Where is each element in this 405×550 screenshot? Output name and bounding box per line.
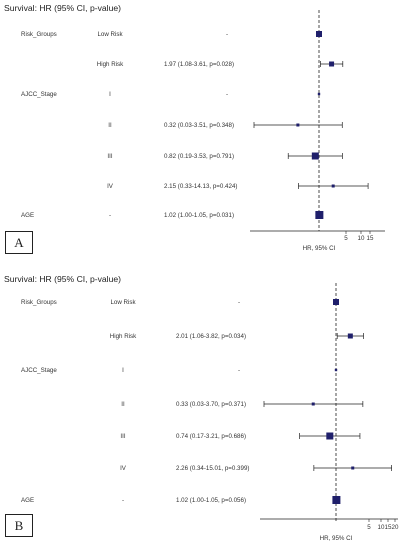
- estimate-label: -: [226, 91, 228, 98]
- hr-marker: [316, 31, 322, 37]
- variable-label: AJCC_Stage: [21, 367, 57, 374]
- chart-title: Survival: HR (95% CI, p-value): [4, 3, 122, 13]
- estimate-label: -: [238, 299, 240, 306]
- forest-plot-svg: 5 10 15 20 HR, 95% CI Risk_Groups Low Risk - Hig…: [21, 283, 399, 542]
- estimate-label: 2.26 (0.34-15.01, p=0.399): [176, 465, 249, 472]
- hr-marker: [332, 496, 341, 504]
- level-label: II: [108, 122, 112, 129]
- hr-marker: [317, 92, 321, 96]
- level-label: II: [121, 401, 125, 408]
- panel-label: B: [5, 514, 33, 537]
- estimate-label: -: [226, 31, 228, 38]
- hr-marker: [311, 402, 315, 406]
- estimate-label: 0.33 (0.03-3.70, p=0.371): [176, 401, 246, 408]
- variable-label: Risk_Groups: [21, 299, 57, 306]
- level-label: High Risk: [110, 333, 137, 340]
- estimate-label: 0.74 (0.17-3.21, p=0.686): [176, 433, 246, 440]
- hr-marker: [329, 61, 335, 67]
- variable-label: AGE: [21, 497, 34, 504]
- estimate-label: 2.15 (0.33-14.13, p=0.424): [164, 183, 237, 190]
- x-tick-label: 5: [344, 235, 348, 242]
- level-label: I: [109, 91, 111, 98]
- hr-marker: [333, 299, 339, 305]
- level-label: IV: [120, 465, 127, 472]
- hr-marker: [315, 211, 324, 219]
- level-label: High Risk: [97, 61, 124, 68]
- level-label: III: [120, 433, 125, 440]
- estimate-label: 1.02 (1.00-1.05, p=0.031): [164, 212, 234, 219]
- estimate-label: 1.02 (1.00-1.05, p=0.056): [176, 497, 246, 504]
- variable-label: Risk_Groups: [21, 31, 57, 38]
- level-label: IV: [107, 183, 114, 190]
- variable-label: AGE: [21, 212, 34, 219]
- level-label: -: [122, 497, 124, 504]
- x-axis-label: HR, 95% CI: [303, 245, 336, 252]
- hr-marker: [296, 123, 300, 127]
- hr-marker: [351, 466, 355, 470]
- level-label: I: [122, 367, 124, 374]
- x-tick-label: 15: [385, 524, 392, 531]
- chart-title: Survival: HR (95% CI, p-value): [4, 274, 122, 284]
- forest-plot-panel-a: Survival: HR (95% CI, p-value) 5 10 15 HR, …: [0, 0, 405, 268]
- hr-marker: [326, 432, 334, 440]
- hr-marker: [311, 152, 319, 160]
- panel-label: A: [5, 231, 33, 254]
- x-tick-label: 10: [378, 524, 385, 531]
- estimate-label: -: [238, 367, 240, 374]
- x-tick-label: 20: [392, 524, 399, 531]
- forest-plot-panel-b: Survival: HR (95% CI, p-value) 5 10 15 20 HR…: [0, 271, 405, 550]
- x-tick-label: 5: [367, 524, 371, 531]
- level-label: III: [107, 153, 112, 160]
- hr-marker: [331, 184, 335, 188]
- x-tick-label: 10: [358, 235, 365, 242]
- estimate-label: 0.32 (0.03-3.51, p=0.348): [164, 122, 234, 129]
- estimate-label: 1.97 (1.08-3.61, p=0.028): [164, 61, 234, 68]
- estimate-label: 2.01 (1.06-3.82, p=0.034): [176, 333, 246, 340]
- level-label: Low Risk: [110, 299, 136, 306]
- level-label: -: [109, 212, 111, 219]
- variable-label: AJCC_Stage: [21, 91, 57, 98]
- hr-marker: [334, 368, 338, 372]
- hr-marker: [347, 333, 353, 339]
- level-label: Low Risk: [97, 31, 123, 38]
- x-axis-label: HR, 95% CI: [320, 535, 353, 542]
- estimate-label: 0.82 (0.19-3.53, p=0.791): [164, 153, 234, 160]
- forest-plot-svg: 5 10 15 HR, 95% CI Risk_Groups Low Risk - High …: [21, 10, 385, 252]
- x-tick-label: 15: [367, 235, 374, 242]
